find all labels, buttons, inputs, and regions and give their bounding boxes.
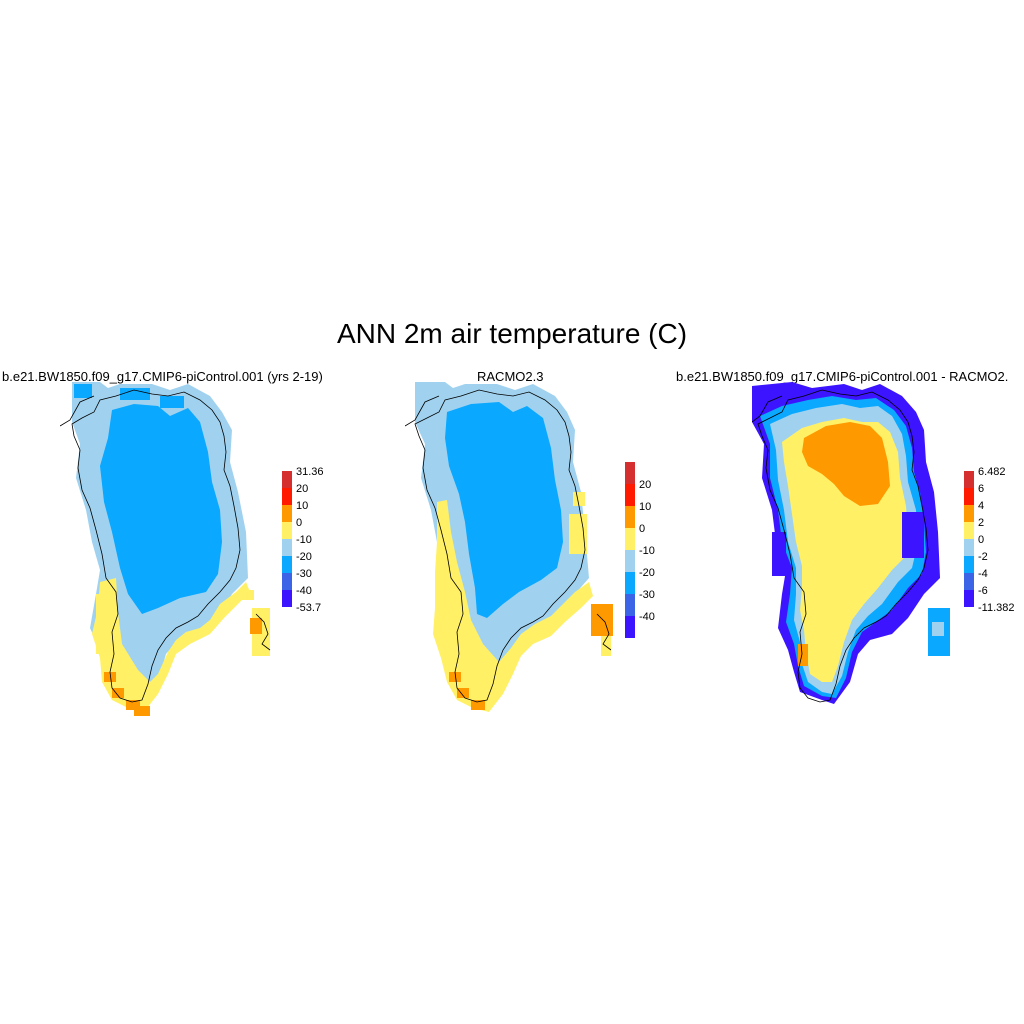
colorbar-swatch xyxy=(964,471,974,488)
colorbar-label: -4 xyxy=(978,568,988,580)
colorbar-swatch xyxy=(964,539,974,556)
colorbar-swatch xyxy=(282,522,292,539)
panel-3-subtitle: b.e21.BW1850.f09_g17.CMIP6-piControl.001… xyxy=(676,369,1009,384)
colorbar-swatch xyxy=(964,556,974,573)
colorbar-label: -40 xyxy=(296,585,312,597)
colorbar-label: 2 xyxy=(978,517,984,529)
panel-2-colorbar: 20 10 0 -10 -20 -30 -40 xyxy=(625,462,655,638)
colorbar-swatch xyxy=(282,573,292,590)
coastline xyxy=(71,389,241,703)
panel-1-subtitle: b.e21.BW1850.f09_g17.CMIP6-piControl.001… xyxy=(2,369,323,384)
colorbar-label: -20 xyxy=(296,551,312,563)
colorbar-label: 10 xyxy=(639,501,651,513)
panel-2-subtitle: RACMO2.3 xyxy=(477,369,544,384)
land-mask xyxy=(752,382,950,704)
colorbar-swatch xyxy=(964,522,974,539)
colorbar-swatch xyxy=(282,471,292,488)
colorbar-label: -10 xyxy=(639,545,655,557)
panel-3-colorbar: 6.482 6 4 2 0 -2 -4 -6 -11.382 xyxy=(964,466,1015,614)
land-mask xyxy=(415,382,613,712)
colorbar-label: -10 xyxy=(296,534,312,546)
colorbar-label: 0 xyxy=(639,523,645,535)
colorbar-swatch xyxy=(625,616,635,638)
colorbar-label: 10 xyxy=(296,500,308,512)
colorbar-swatch xyxy=(625,550,635,572)
panel-3-map xyxy=(752,382,950,704)
colorbar-label: -40 xyxy=(639,611,655,623)
colorbar-label: -2 xyxy=(978,551,988,563)
colorbar-label: 0 xyxy=(296,517,302,529)
colorbar-label: -11.382 xyxy=(978,602,1015,614)
colorbar-swatch xyxy=(964,573,974,590)
colorbar-swatch xyxy=(282,556,292,573)
colorbar-swatch xyxy=(282,505,292,522)
colorbar-swatch xyxy=(625,462,635,484)
panel-2-map xyxy=(405,382,613,712)
colorbar-label: -30 xyxy=(639,589,655,601)
colorbar-label: 6.482 xyxy=(978,466,1006,478)
colorbar-label: 31.36 xyxy=(296,466,324,478)
colorbar-swatch xyxy=(625,594,635,616)
coastline xyxy=(757,389,929,703)
colorbar-label: -30 xyxy=(296,568,312,580)
panel-1-colorbar: 31.36 20 10 0 -10 -20 -30 -40 -53.7 xyxy=(282,466,324,614)
colorbar-swatch xyxy=(282,539,292,556)
colorbar-label: -20 xyxy=(639,567,655,579)
land-mask xyxy=(72,382,270,716)
panel-1-map xyxy=(60,382,271,716)
colorbar-swatch xyxy=(964,505,974,522)
colorbar-label: 20 xyxy=(639,479,651,491)
colorbar-swatch xyxy=(964,590,974,607)
colorbar-label: 20 xyxy=(296,483,308,495)
colorbar-label: -6 xyxy=(978,585,988,597)
figure-title: ANN 2m air temperature (C) xyxy=(336,318,688,349)
colorbar-label: 6 xyxy=(978,483,984,495)
colorbar-swatch xyxy=(964,488,974,505)
colorbar-swatch xyxy=(625,506,635,528)
colorbar-label: 4 xyxy=(978,500,984,512)
colorbar-swatch xyxy=(625,528,635,550)
colorbar-label: 0 xyxy=(978,534,984,546)
coastline xyxy=(414,389,586,703)
colorbar-label: -53.7 xyxy=(296,602,321,614)
colorbar-swatch xyxy=(625,484,635,506)
colorbar-swatch xyxy=(282,590,292,607)
colorbar-swatch xyxy=(625,572,635,594)
colorbar-swatch xyxy=(282,488,292,505)
